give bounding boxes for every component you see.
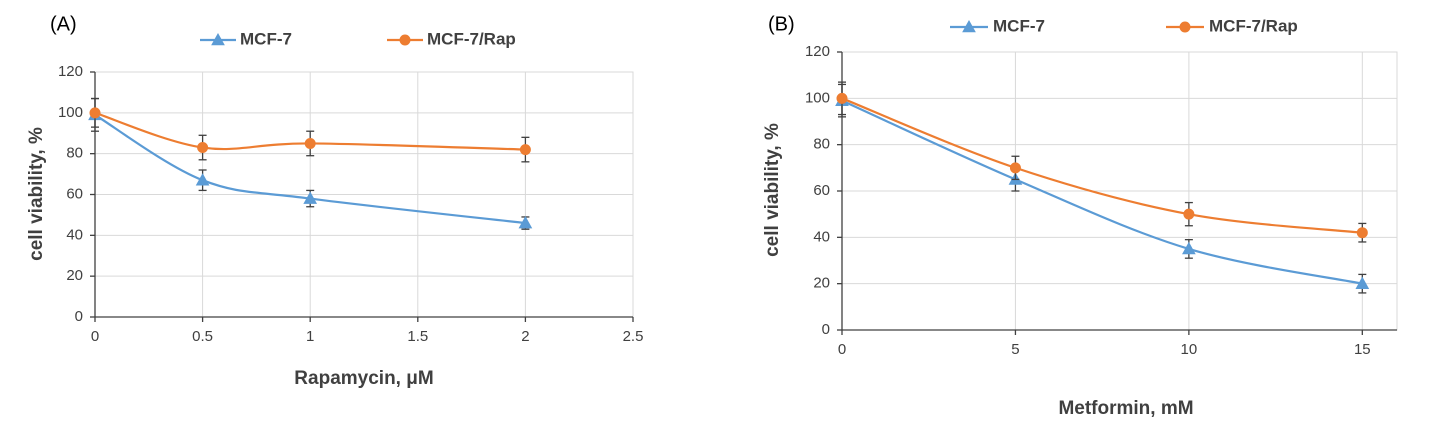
- series-mcf7-rap: [89, 97, 531, 163]
- x-tick-label: 1: [306, 328, 314, 345]
- y-axis-title: cell viability, %: [762, 123, 783, 257]
- x-tick-label: 0: [838, 341, 846, 358]
- chart-panel-b: (B) 0 20 40 60 80 100 120 0 5 10 15 Metformin, mM cel…: [762, 13, 1398, 419]
- x-tick-label: 1.5: [407, 328, 428, 345]
- y-tick-label: 80: [813, 136, 830, 153]
- x-tick-label: 0: [91, 328, 99, 345]
- x-tick-label: 15: [1354, 341, 1371, 358]
- data-point: [197, 142, 209, 154]
- legend-item: MCF-7/Rap: [387, 29, 516, 48]
- data-point: [1183, 208, 1195, 220]
- data-point: [195, 173, 210, 186]
- x-tick-label: 2.5: [623, 328, 644, 345]
- series-mcf7-rap: [836, 81, 1368, 243]
- data-point: [1355, 276, 1370, 289]
- panel-label: (A): [50, 13, 77, 35]
- chart-panel-a: (A) 0 20 40 60 80 100 120 0 0.5 1 1.5 2 2.5 Rapamycin,…: [26, 13, 643, 389]
- series-line: [841, 97, 1363, 234]
- legend-marker: [1179, 21, 1191, 33]
- legend-marker: [399, 34, 411, 46]
- x-axis-title: Rapamycin, μM: [294, 368, 433, 389]
- legend-item: MCF-7: [950, 16, 1045, 35]
- legend-marker: [211, 32, 225, 46]
- data-point: [304, 137, 316, 149]
- legend-label: MCF-7/Rap: [1209, 16, 1298, 35]
- legend: MCF-7 MCF-7/Rap: [200, 29, 516, 48]
- data-point: [89, 107, 101, 119]
- x-tick-label: 5: [1011, 341, 1019, 358]
- gridlines: [95, 71, 634, 317]
- y-tick-label: 80: [66, 145, 83, 162]
- data-point: [1182, 241, 1196, 255]
- y-tick-label: 120: [58, 63, 83, 80]
- y-tick-label: 40: [66, 226, 83, 243]
- data-point: [303, 191, 318, 204]
- y-tick-label: 20: [66, 267, 83, 284]
- y-tick-label: 120: [805, 43, 830, 60]
- panel-label: (B): [768, 13, 795, 35]
- legend-item: MCF-7/Rap: [1166, 16, 1298, 35]
- y-tick-label: 100: [805, 89, 830, 106]
- gridlines: [842, 51, 1397, 330]
- data-point: [519, 144, 531, 156]
- series-line: [94, 113, 526, 225]
- y-axis-title: cell viability, %: [26, 127, 47, 261]
- x-tick-label: 0.5: [192, 328, 213, 345]
- x-tick-label: 2: [521, 328, 529, 345]
- y-tick-label: 0: [75, 308, 83, 325]
- y-tick-label: 60: [66, 185, 83, 202]
- series-line: [841, 99, 1363, 285]
- y-tick-label: 100: [58, 104, 83, 121]
- series-mcf7: [835, 83, 1370, 294]
- data-point: [1009, 162, 1021, 174]
- legend-label: MCF-7: [993, 16, 1045, 35]
- data-point: [518, 216, 533, 229]
- series-line: [94, 111, 526, 151]
- y-tick-label: 20: [813, 275, 830, 292]
- data-point: [1356, 227, 1368, 239]
- y-tick-label: 60: [813, 182, 830, 199]
- data-point: [836, 92, 848, 104]
- x-axis-title: Metformin, mM: [1058, 398, 1193, 419]
- legend-item: MCF-7: [200, 29, 292, 48]
- legend-label: MCF-7/Rap: [427, 29, 516, 48]
- y-tick-label: 0: [822, 321, 830, 338]
- x-tick-label: 10: [1181, 341, 1198, 358]
- legend: MCF-7 MCF-7/Rap: [950, 16, 1298, 35]
- legend-marker: [962, 19, 976, 33]
- y-tick-label: 40: [813, 228, 830, 245]
- legend-label: MCF-7: [240, 29, 292, 48]
